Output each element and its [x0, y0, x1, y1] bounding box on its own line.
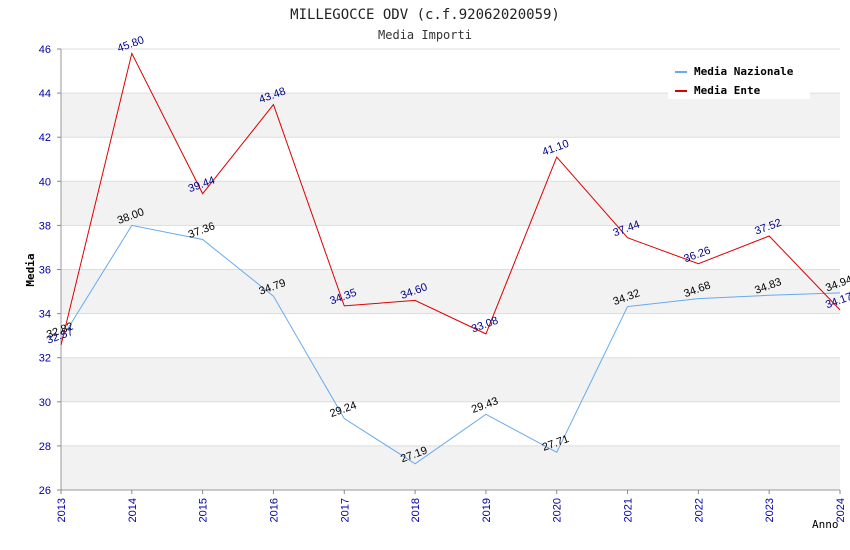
y-tick-label: 28 — [39, 441, 51, 453]
x-tick-label: 2013 — [56, 498, 68, 522]
chart-subtitle: Media Importi — [378, 28, 472, 42]
y-tick-label: 36 — [39, 265, 51, 277]
x-tick-label: 2022 — [693, 498, 705, 522]
x-tick-label: 2019 — [481, 498, 493, 522]
plot-band — [61, 445, 840, 490]
y-tick-labels: 26 28 30 32 34 36 38 40 42 44 46 — [39, 44, 51, 497]
y-tick-label: 44 — [39, 88, 51, 100]
x-tick-label: 2018 — [410, 498, 422, 522]
data-label: 33.08 — [470, 315, 500, 336]
x-tick-label: 2020 — [552, 498, 564, 522]
x-tick-label: 2017 — [339, 498, 351, 522]
y-tick-label: 40 — [39, 176, 51, 188]
plot-band — [61, 93, 840, 138]
grid-lines — [57, 48, 840, 491]
legend-label-ente: Media Ente — [694, 84, 761, 97]
y-axis-label: Media — [24, 253, 37, 286]
x-tick-label: 2024 — [835, 498, 847, 522]
series-line-0 — [60, 224, 841, 465]
x-tick-label: 2016 — [268, 498, 280, 522]
series-lines — [60, 51, 841, 465]
y-tick-label: 42 — [39, 132, 51, 144]
x-tick-labels: 2013 2014 2015 2016 2017 2018 2019 2020 2021 2022… — [56, 490, 847, 522]
y-tick-label: 30 — [39, 397, 51, 409]
x-tick-label: 2023 — [764, 498, 776, 522]
y-tick-label: 46 — [39, 44, 51, 56]
data-label: 36.26 — [682, 245, 712, 266]
x-axis-label: Anno — [812, 518, 839, 531]
x-tick-label: 2014 — [127, 498, 139, 522]
plot-bands — [61, 93, 840, 490]
legend-box — [668, 59, 810, 99]
series-line-1 — [60, 51, 841, 346]
legend: Media Nazionale Media Ente — [668, 59, 810, 99]
y-tick-label: 32 — [39, 353, 51, 365]
plot-band — [61, 269, 840, 314]
x-tick-label: 2021 — [623, 498, 635, 522]
data-label: 41.10 — [541, 138, 571, 159]
y-tick-label: 38 — [39, 220, 51, 232]
plot-band — [61, 181, 840, 226]
plot-band — [61, 357, 840, 402]
y-tick-label: 26 — [39, 485, 51, 497]
legend-label-nazionale: Media Nazionale — [694, 65, 794, 78]
x-tick-label: 2015 — [198, 498, 210, 522]
chart-title: MILLEGOCCE ODV (c.f.92062020059) — [290, 7, 560, 23]
axes — [60, 49, 840, 491]
data-label: 45.80 — [116, 34, 146, 55]
y-tick-label: 34 — [39, 309, 51, 321]
